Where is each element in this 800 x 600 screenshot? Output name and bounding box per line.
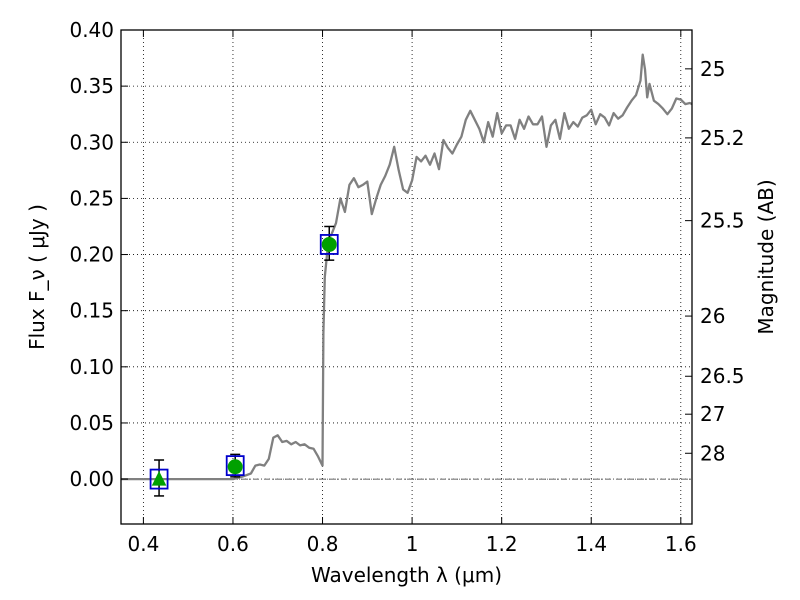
right-tick-label: 25.5 [700,209,745,233]
right-tick-label: 26 [700,304,725,328]
y-axis-title: Flux F_ν ( μJy ) [25,204,49,350]
y-tick-label: 0.00 [69,467,114,491]
x-tick-label: 0.6 [217,532,249,556]
x-tick-label: 1.6 [665,532,697,556]
spectrum-layer [121,53,693,481]
spectrum-line [121,53,693,481]
right-tick-label: 27 [700,402,725,426]
y-tick-label: 0.10 [69,355,114,379]
right-tick-label: 25.2 [700,126,745,150]
y-tick-label: 0.25 [69,186,114,210]
y-tick-label: 0.20 [69,243,114,267]
square-marker [149,468,169,490]
circle-marker [227,459,243,475]
right-tick-label: 25 [700,57,725,81]
y-tick-label: 0.35 [69,74,114,98]
square-marker [225,455,245,477]
photometry-layer [149,225,339,497]
y-tick-label: 0.15 [69,299,114,323]
x-tick-label: 1.4 [575,532,607,556]
y-tick-label: 0.40 [69,18,114,42]
gridlines [121,29,692,524]
right-tick-label: 26.5 [700,364,745,388]
y-tick-label: 0.30 [69,130,114,154]
square-marker [319,234,339,255]
right-tick-label: 28 [700,441,725,465]
x-axis-title: Wavelength λ (μm) [311,563,502,587]
plot-frame [120,29,693,525]
ticks-layer: 0.4 0.6 0.8 1 1.2 1.4 1.6 0.00 0.05 0.10 0.15 0.20 0… [69,18,744,556]
x-tick-label: 0.8 [307,532,339,556]
x-tick-label: 0.4 [127,532,159,556]
x-tick-label: 1 [406,532,419,556]
right-axis-title: Magnitude (AB) [754,179,778,334]
triangle-marker [151,470,167,486]
x-tick-label: 1.2 [486,532,518,556]
circle-marker [321,236,337,252]
y-tick-label: 0.05 [69,411,114,435]
